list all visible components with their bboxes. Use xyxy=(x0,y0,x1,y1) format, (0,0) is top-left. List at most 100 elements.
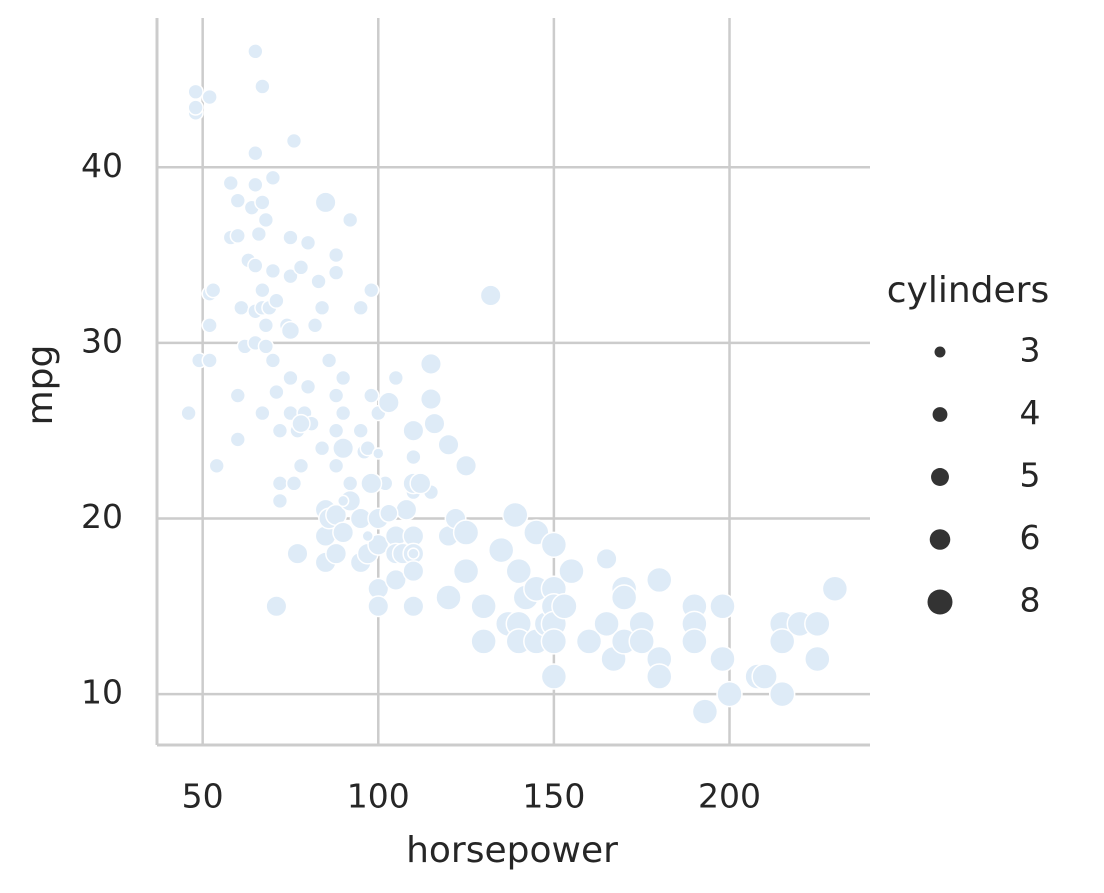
point xyxy=(229,431,246,448)
y-tick-label: 10 xyxy=(81,673,123,712)
point xyxy=(320,352,338,369)
point xyxy=(286,542,309,565)
point xyxy=(282,369,299,387)
point xyxy=(768,628,796,655)
point xyxy=(247,176,264,194)
point xyxy=(327,387,345,404)
point xyxy=(409,472,432,495)
point xyxy=(361,529,374,543)
point xyxy=(280,320,301,341)
point xyxy=(540,663,568,690)
legend-marker xyxy=(931,468,949,486)
point xyxy=(709,645,736,673)
y-tick-label: 30 xyxy=(81,321,123,360)
point xyxy=(201,88,218,106)
point xyxy=(229,387,246,404)
point xyxy=(595,547,618,570)
point xyxy=(681,628,708,655)
point xyxy=(314,191,337,214)
point xyxy=(334,404,352,422)
point xyxy=(332,437,355,460)
point xyxy=(435,584,462,611)
point xyxy=(372,447,385,460)
point xyxy=(804,645,831,673)
point xyxy=(306,317,324,334)
point xyxy=(327,422,345,439)
point xyxy=(310,273,327,290)
point xyxy=(336,494,350,508)
point xyxy=(352,422,369,439)
point xyxy=(716,680,743,708)
point xyxy=(325,542,348,565)
point xyxy=(470,628,497,655)
point xyxy=(201,352,218,369)
point xyxy=(452,557,480,585)
y-tick-label: 20 xyxy=(81,497,123,536)
point xyxy=(387,369,405,387)
point xyxy=(180,404,197,422)
point xyxy=(250,225,268,243)
point xyxy=(360,472,383,495)
point xyxy=(247,145,264,162)
point xyxy=(367,595,390,618)
point xyxy=(455,454,478,477)
point xyxy=(405,448,422,466)
x-tick-label: 150 xyxy=(522,777,585,816)
point xyxy=(265,595,288,618)
point xyxy=(268,292,285,309)
point xyxy=(709,593,736,620)
point xyxy=(646,663,673,690)
point xyxy=(419,388,442,411)
point xyxy=(264,169,282,186)
point xyxy=(187,99,204,116)
point xyxy=(751,663,778,690)
point xyxy=(285,475,303,492)
point xyxy=(327,457,345,474)
point xyxy=(254,78,271,95)
x-tick-label: 50 xyxy=(182,777,224,816)
legend-label: 5 xyxy=(1020,456,1041,495)
point xyxy=(502,501,529,529)
point xyxy=(268,383,285,401)
point xyxy=(254,404,271,422)
legend-marker xyxy=(934,346,946,358)
point xyxy=(402,419,425,442)
point xyxy=(327,246,345,264)
point xyxy=(804,610,831,638)
point xyxy=(201,317,218,334)
point xyxy=(341,475,359,492)
legend-label: 8 xyxy=(1020,581,1041,620)
point xyxy=(254,194,271,211)
point xyxy=(285,132,303,150)
point xyxy=(187,83,204,100)
point xyxy=(264,262,282,280)
point xyxy=(257,211,275,229)
point xyxy=(271,422,289,439)
point xyxy=(257,317,275,334)
point xyxy=(254,282,271,299)
point xyxy=(247,43,264,60)
legend-title: cylinders xyxy=(887,270,1049,311)
point xyxy=(487,536,515,564)
point xyxy=(407,547,420,560)
point xyxy=(646,566,673,594)
legend-marker xyxy=(929,529,951,550)
point xyxy=(395,498,418,521)
point xyxy=(332,521,355,544)
point xyxy=(292,457,310,474)
point xyxy=(313,440,331,457)
point xyxy=(327,264,345,281)
point xyxy=(379,503,399,523)
point xyxy=(402,595,425,618)
point xyxy=(821,575,849,602)
point xyxy=(247,257,264,274)
legend-marker xyxy=(932,407,948,422)
point xyxy=(558,557,585,585)
point xyxy=(367,533,390,556)
point xyxy=(540,531,568,559)
point xyxy=(377,391,400,414)
legend-label: 6 xyxy=(1020,518,1041,557)
point xyxy=(299,378,317,395)
point xyxy=(264,352,282,369)
